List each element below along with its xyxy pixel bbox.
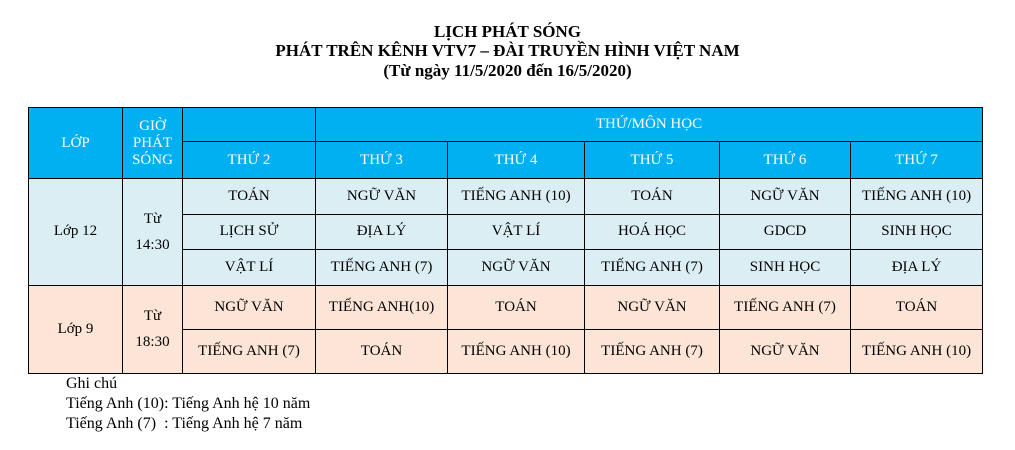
- subject-cell: TIẾNG ANH (7): [584, 328, 720, 374]
- subject-cell: NGỮ VĂN: [719, 328, 851, 374]
- table-row: LỊCH SỬ ĐỊA LÝ VẬT LÍ HOÁ HỌC GDCD SINH HỌC: [29, 213, 983, 250]
- table-row: VẬT LÍ TIẾNG ANH (7) NGỮ VĂN TIẾNG ANH (7) S…: [29, 249, 983, 286]
- time-text: Từ: [143, 308, 162, 324]
- broadcast-schedule-table: LỚP GIỜ PHÁT SÓNG THỨ/MÔN HỌC THỨ 2 THỨ 3…: [28, 107, 983, 374]
- subject-cell: NGỮ VĂN: [447, 249, 585, 286]
- subject-cell: VẬT LÍ: [447, 213, 585, 250]
- header-day-subject: THỨ/MÔN HỌC: [315, 107, 983, 142]
- subject-cell: NGỮ VĂN: [182, 284, 316, 330]
- subject-cell: HOÁ HỌC: [584, 213, 720, 250]
- header-day: THỨ 7: [850, 141, 983, 179]
- subject-cell: TOÁN: [850, 284, 983, 330]
- time-cell: Từ 18:30: [122, 284, 183, 374]
- subject-cell: TIẾNG ANH(10): [315, 284, 448, 330]
- subject-cell: ĐỊA LÝ: [850, 249, 983, 286]
- subject-cell: TIẾNG ANH (7): [719, 284, 851, 330]
- time-text: 18:30: [135, 334, 170, 350]
- subject-cell: NGỮ VĂN: [719, 178, 851, 215]
- subject-cell: LỊCH SỬ: [182, 213, 316, 250]
- table-row: Lớp 12 Từ 14:30 TOÁN NGỮ VĂN TIẾNG ANH (10) TO…: [28, 178, 983, 286]
- header-day: THỨ 5: [584, 141, 720, 179]
- notes: Ghi chú Tiếng Anh (10): Tiếng Anh hệ 10 …: [66, 374, 310, 434]
- subject-cell: GDCD: [719, 213, 851, 250]
- doc-date-range: (Từ ngày 11/5/2020 đến 16/5/2020): [383, 61, 632, 80]
- header-day: THỨ 2: [182, 141, 316, 179]
- subject-cell: TOÁN: [315, 328, 448, 374]
- header-day: THỨ 4: [447, 141, 585, 179]
- subject-cell: TOÁN: [182, 178, 316, 215]
- notes-title: Ghi chú: [66, 375, 118, 392]
- subject-cell: TIẾNG ANH (7): [315, 249, 448, 286]
- time-cell: Từ 14:30: [122, 178, 183, 286]
- subject-cell: TIẾNG ANH (10): [850, 328, 983, 374]
- subject-cell: NGỮ VĂN: [315, 178, 448, 215]
- subject-cell: NGỮ VĂN: [584, 284, 720, 330]
- doc-title: LỊCH PHÁT SÓNG: [433, 22, 582, 41]
- subject-cell: TIẾNG ANH (10): [850, 178, 983, 215]
- subject-cell: VẬT LÍ: [182, 249, 316, 286]
- doc-subtitle: PHÁT TRÊN KÊNH VTV7 – ĐÀI TRUYỀN HÌNH VI…: [275, 41, 740, 60]
- class-cell: Lớp 12: [28, 178, 123, 286]
- subject-cell: SINH HỌC: [719, 249, 851, 286]
- subject-cell: TIẾNG ANH (10): [447, 328, 585, 374]
- header-time: GIỜ PHÁT SÓNG: [122, 107, 183, 179]
- header-day: THỨ 6: [719, 141, 851, 179]
- table-row: Lớp 9 Từ 18:30 NGỮ VĂN TIẾNG ANH(10) TOÁN NGỮ …: [28, 284, 983, 374]
- class-cell: Lớp 9: [28, 284, 123, 374]
- time-text: Từ: [143, 210, 162, 227]
- subject-cell: SINH HỌC: [850, 213, 983, 250]
- note-english-7: Tiếng Anh (7) : Tiếng Anh hệ 7 năm: [66, 415, 303, 432]
- header-day: THỨ 3: [315, 141, 448, 179]
- subject-cell: TOÁN: [584, 178, 720, 215]
- subject-cell: TIẾNG ANH (7): [584, 249, 720, 286]
- header-empty: [182, 107, 316, 142]
- note-english-10: Tiếng Anh (10): Tiếng Anh hệ 10 năm: [66, 395, 311, 412]
- subject-cell: TIẾNG ANH (10): [447, 178, 585, 215]
- time-text: 14:30: [135, 236, 170, 253]
- table-row: TIẾNG ANH (7) TOÁN TIẾNG ANH (10) TIẾNG ANH…: [29, 328, 983, 374]
- subject-cell: TOÁN: [447, 284, 585, 330]
- subject-cell: ĐỊA LÝ: [315, 213, 448, 250]
- header-class: LỚP: [28, 107, 123, 179]
- subject-cell: TIẾNG ANH (7): [182, 328, 316, 374]
